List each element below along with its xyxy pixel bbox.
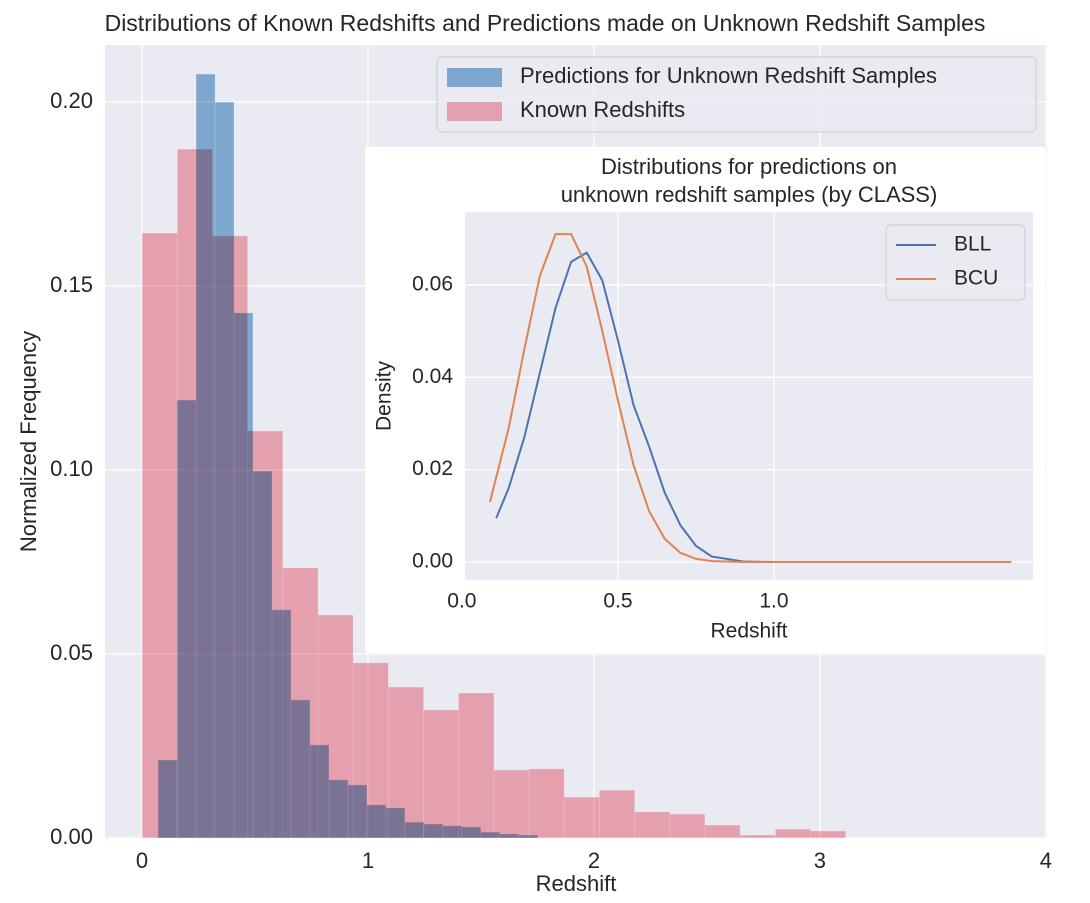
legend-label: Known Redshifts [520, 97, 685, 122]
y-axis-label: Density [373, 360, 396, 431]
bar [141, 232, 178, 839]
bar [423, 709, 459, 839]
bar [247, 430, 284, 839]
x-tick-label: 0.5 [603, 590, 632, 613]
chart-title: unknown redshift samples (by CLASS) [561, 182, 938, 207]
y-tick-label: 0.06 [412, 273, 453, 296]
x-tick-label: 0.0 [447, 590, 476, 613]
bar [458, 692, 495, 839]
y-tick-label: 0.15 [50, 272, 93, 297]
bar [211, 235, 248, 839]
x-tick-label: 4 [1040, 848, 1052, 873]
x-tick-label: 1 [362, 848, 374, 873]
y-tick-label: 0.02 [412, 457, 453, 480]
chart-title: Distributions for predictions on [601, 154, 897, 179]
bar [704, 824, 741, 839]
legend-label: BCU [954, 267, 998, 290]
bar [563, 796, 600, 839]
bar [599, 789, 635, 839]
legend-label: Predictions for Unknown Redshift Samples [520, 63, 937, 88]
x-axis-label: Redshift [710, 620, 787, 643]
x-tick-label: 2 [588, 848, 600, 873]
y-tick-label: 0.00 [50, 824, 93, 849]
x-axis-label: Redshift [536, 871, 617, 896]
bar [669, 813, 706, 839]
legend-box [436, 56, 1037, 133]
bar [775, 828, 811, 839]
y-tick-label: 0.00 [412, 550, 453, 573]
legend-box [885, 224, 1026, 301]
x-tick-label: 3 [814, 848, 826, 873]
bar [282, 567, 319, 839]
x-tick-label: 0 [136, 848, 148, 873]
y-tick-label: 0.05 [50, 640, 93, 665]
line [488, 233, 1012, 563]
bar [810, 830, 847, 839]
x-tick-label: 1.0 [759, 590, 788, 613]
y-axis-label: Normalized Frequency [16, 331, 41, 552]
bar [493, 769, 530, 839]
y-tick-label: 0.20 [50, 88, 93, 113]
bar [739, 834, 776, 839]
legend-swatch [447, 102, 502, 121]
bar [634, 811, 671, 839]
bar [352, 662, 389, 839]
bar [176, 148, 213, 839]
bar [387, 686, 424, 839]
legend-label: BLL [954, 233, 991, 256]
bar [528, 768, 565, 839]
legend-swatch [447, 68, 502, 87]
y-tick-label: 0.04 [412, 365, 453, 388]
chart-title: Distributions of Known Redshifts and Pre… [105, 10, 986, 36]
y-tick-label: 0.10 [50, 456, 93, 481]
bar [317, 614, 354, 839]
